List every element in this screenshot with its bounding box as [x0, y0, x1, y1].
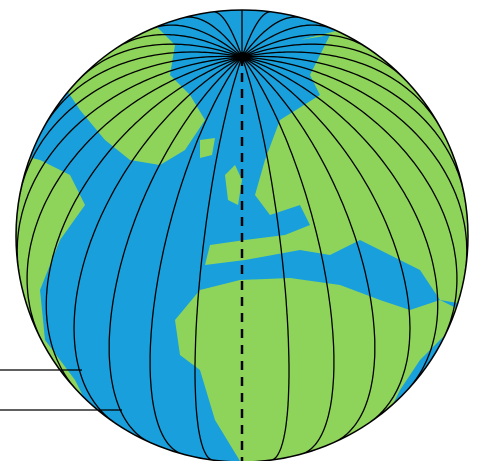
meridian	[241, 56, 439, 390]
meridian	[241, 56, 376, 443]
meridian	[182, 16, 243, 58]
meridian	[241, 11, 272, 58]
meridian	[212, 11, 243, 58]
iceland	[200, 138, 215, 158]
meridian	[18, 55, 243, 197]
meridian	[241, 24, 333, 58]
meridian	[77, 43, 243, 82]
british-isles	[225, 165, 242, 205]
meridian	[16, 56, 243, 273]
meridian	[241, 16, 302, 58]
north-pole	[238, 52, 248, 62]
meridian	[241, 56, 335, 455]
meridian	[241, 56, 468, 273]
meridian	[151, 24, 243, 58]
eurasia	[205, 20, 468, 305]
meridians	[16, 10, 468, 461]
meridian	[241, 56, 458, 341]
meridian	[194, 56, 243, 461]
meridian	[241, 55, 466, 197]
meridian	[73, 56, 243, 423]
meridian	[241, 56, 290, 461]
africa	[175, 278, 460, 461]
meridian	[45, 56, 243, 390]
meridian	[149, 56, 243, 455]
meridian	[241, 56, 411, 423]
meridian	[114, 33, 243, 58]
meridian	[241, 43, 407, 82]
meridian	[241, 33, 370, 58]
meridian	[241, 51, 442, 130]
globe-outline	[15, 9, 469, 461]
meridian	[42, 51, 243, 130]
meridian	[26, 56, 243, 341]
